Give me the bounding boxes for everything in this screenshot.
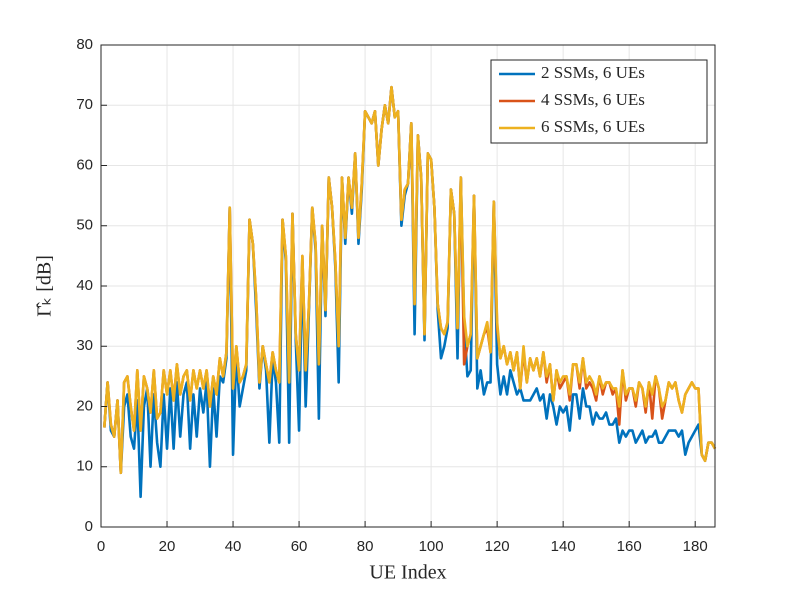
y-tick-label: 0	[85, 518, 93, 535]
y-axis-label: Γ̂ₖ [dB]	[34, 255, 56, 317]
ticks: 0 20 40 60 80 100 120 140 160 180 0 10 20 30 40 50 60 70 8…	[76, 36, 707, 555]
x-tick-label: 20	[159, 538, 176, 555]
x-tick-label: 100	[419, 538, 444, 555]
x-tick-label: 0	[97, 538, 105, 555]
legend-label: 4 SSMs, 6 UEs	[541, 90, 645, 109]
x-tick-label: 40	[225, 538, 242, 555]
series-line	[103, 85, 717, 475]
x-axis-label: UE Index	[369, 562, 446, 584]
x-tick-label: 140	[551, 538, 576, 555]
legend-label: 6 SSMs, 6 UEs	[541, 117, 645, 136]
y-tick-label: 70	[76, 96, 93, 113]
legend-label: 2 SSMs, 6 UEs	[541, 63, 645, 82]
x-tick-label: 160	[617, 538, 642, 555]
y-tick-label: 60	[76, 156, 93, 173]
x-tick-label: 120	[485, 538, 510, 555]
y-tick-label: 40	[76, 277, 93, 294]
x-tick-label: 80	[357, 538, 374, 555]
y-tick-label: 30	[76, 337, 93, 354]
x-tick-label: 60	[291, 538, 308, 555]
y-tick-label: 10	[76, 458, 93, 475]
x-tick-label: 180	[683, 538, 708, 555]
lines	[103, 85, 717, 499]
y-tick-label: 50	[76, 217, 93, 234]
y-tick-label: 80	[76, 36, 93, 53]
y-tick-label: 20	[76, 397, 93, 414]
legend: 2 SSMs, 6 UEs 4 SSMs, 6 UEs 6 SSMs, 6 UEs	[490, 59, 708, 144]
